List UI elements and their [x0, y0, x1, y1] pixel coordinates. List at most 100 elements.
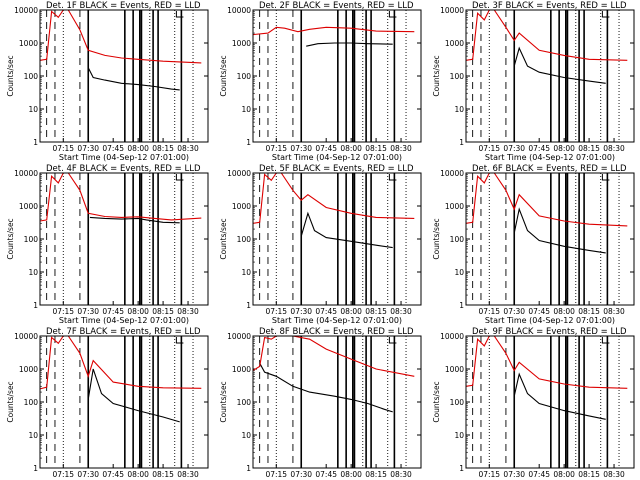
y-tick-label: 100: [450, 398, 465, 407]
x-tick-label: 08:00: [127, 144, 149, 153]
chart-panel: Det. 9F BLACK = Events, RED = LLD 1 10 100 1…: [432, 327, 635, 480]
chart-panel: Det. 1F BLACK = Events, RED = LLD 1 10 100 1…: [6, 1, 209, 162]
y-tick-label: 1000: [232, 202, 251, 211]
x-tick-label: 08:00: [553, 307, 575, 316]
y-axis-label: Counts/sec: [219, 381, 228, 422]
x-tick-label: 07:45: [102, 470, 124, 479]
x-tick-label: 08:00: [553, 144, 575, 153]
chart-panel: Det. 3F BLACK = Events, RED = LLD 1 10 100 1…: [432, 1, 635, 162]
y-tick-label: 10: [454, 268, 464, 277]
x-tick-label: 07:45: [102, 307, 124, 316]
y-tick-label: 10000: [14, 332, 38, 341]
y-tick-label: 10: [241, 105, 251, 114]
y-tick-label: 1: [246, 301, 251, 310]
corner-marker: [175, 337, 184, 344]
y-axis-label: Counts/sec: [6, 218, 15, 259]
x-axis-label: Start Time (04-Sep-12 07:01:00): [485, 153, 615, 162]
series-line-events: [513, 207, 606, 254]
series-line-events: [259, 362, 393, 413]
series-line-events: [513, 46, 606, 84]
x-tick-label: 07:15: [52, 144, 74, 153]
chart-title: Det. 9F BLACK = Events, RED = LLD: [472, 327, 627, 337]
x-tick-label: 07:45: [315, 470, 337, 479]
x-tick-label: 08:15: [365, 307, 387, 316]
series-line-lld: [465, 9, 628, 61]
y-tick-label: 10: [241, 268, 251, 277]
x-tick-label: 07:15: [478, 470, 500, 479]
series-line-lld: [252, 335, 415, 377]
x-tick-label: 07:30: [503, 307, 525, 316]
y-tick-label: 100: [24, 398, 39, 407]
chart-title: Det. 5F BLACK = Events, RED = LLD: [259, 164, 414, 174]
y-tick-label: 1000: [445, 365, 464, 374]
x-tick-label: 08:30: [177, 144, 199, 153]
x-tick-label: 07:45: [315, 144, 337, 153]
y-tick-label: 10000: [227, 332, 251, 341]
x-tick-label: 07:15: [52, 307, 74, 316]
x-tick-label: 08:15: [152, 470, 174, 479]
chart-title: Det. 2F BLACK = Events, RED = LLD: [259, 1, 414, 11]
y-tick-label: 100: [24, 72, 39, 81]
x-tick-label: 07:30: [503, 470, 525, 479]
y-tick-label: 1: [246, 464, 251, 473]
x-tick-label: 07:15: [265, 470, 287, 479]
y-axis-label: Counts/sec: [432, 218, 441, 259]
chart-title: Det. 7F BLACK = Events, RED = LLD: [46, 327, 201, 337]
x-axis-label: Start Time (04-Sep-12 07:01:00): [272, 153, 402, 162]
y-tick-label: 10: [28, 105, 38, 114]
x-tick-label: 07:45: [528, 470, 550, 479]
y-tick-label: 1: [33, 301, 38, 310]
y-axis-label: Counts/sec: [6, 55, 15, 96]
x-tick-label: 07:15: [265, 144, 287, 153]
y-tick-label: 10000: [14, 169, 38, 178]
plot-frame: [252, 335, 422, 469]
x-tick-label: 08:00: [340, 144, 362, 153]
chart-panel: Det. 2F BLACK = Events, RED = LLD 1 10 100 1…: [219, 1, 422, 162]
y-tick-label: 1: [459, 138, 464, 147]
corner-marker: [601, 337, 610, 344]
y-tick-label: 100: [237, 72, 252, 81]
x-tick-label: 07:30: [290, 470, 312, 479]
y-tick-label: 100: [237, 235, 252, 244]
chart-panel: Det. 7F BLACK = Events, RED = LLD 1 10 100 1…: [6, 327, 209, 480]
chart-panel: Det. 5F BLACK = Events, RED = LLD 1 10 100 1…: [219, 164, 422, 325]
series-line-events: [306, 42, 393, 47]
x-tick-label: 08:15: [365, 470, 387, 479]
x-tick-label: 08:30: [390, 144, 412, 153]
y-tick-label: 1: [459, 301, 464, 310]
plot-frame: [39, 9, 209, 143]
x-tick-label: 07:15: [52, 470, 74, 479]
chart-title: Det. 8F BLACK = Events, RED = LLD: [259, 327, 414, 337]
x-tick-label: 07:15: [265, 307, 287, 316]
y-axis-label: Counts/sec: [6, 381, 15, 422]
y-tick-label: 100: [24, 235, 39, 244]
corner-marker: [388, 11, 397, 18]
y-tick-label: 10: [454, 431, 464, 440]
corner-marker: [388, 337, 397, 344]
y-tick-label: 100: [237, 398, 252, 407]
corner-marker: [175, 11, 184, 18]
y-tick-label: 1000: [19, 39, 38, 48]
x-tick-label: 07:15: [478, 307, 500, 316]
plot-frame: [252, 172, 422, 306]
y-tick-label: 100: [450, 72, 465, 81]
y-tick-label: 10: [28, 268, 38, 277]
y-tick-label: 1: [33, 138, 38, 147]
x-tick-label: 08:30: [177, 470, 199, 479]
x-tick-label: 08:15: [365, 144, 387, 153]
x-tick-label: 07:30: [77, 470, 99, 479]
y-tick-label: 1: [246, 138, 251, 147]
x-tick-label: 08:00: [340, 307, 362, 316]
chart-panel: Det. 4F BLACK = Events, RED = LLD 1 10 100 1…: [6, 164, 209, 325]
series-line-lld: [465, 172, 628, 227]
y-axis-label: Counts/sec: [432, 55, 441, 96]
y-tick-label: 10000: [227, 6, 251, 15]
x-tick-label: 07:30: [290, 144, 312, 153]
y-tick-label: 1: [33, 464, 38, 473]
series-line-lld: [252, 172, 415, 224]
x-axis-label: Start Time (04-Sep-12 07:01:00): [272, 316, 402, 325]
x-tick-label: 08:30: [603, 144, 625, 153]
x-tick-label: 07:45: [102, 144, 124, 153]
series-line-events: [513, 372, 606, 420]
